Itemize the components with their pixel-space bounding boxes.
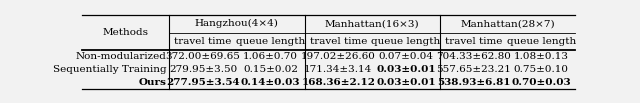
- Text: 1.08±0.13: 1.08±0.13: [514, 52, 569, 61]
- Text: Manhattan(28×7): Manhattan(28×7): [460, 19, 555, 28]
- Text: 538.93±6.81: 538.93±6.81: [437, 78, 510, 87]
- Text: 372.00±69.65: 372.00±69.65: [166, 52, 241, 61]
- Text: Sequentially Training: Sequentially Training: [52, 65, 166, 74]
- Text: 277.95±3.54: 277.95±3.54: [166, 78, 240, 87]
- Text: travel time: travel time: [310, 37, 367, 46]
- Text: queue length: queue length: [236, 37, 305, 46]
- Text: 168.36±2.12: 168.36±2.12: [301, 78, 375, 87]
- Text: 0.70±0.03: 0.70±0.03: [511, 78, 571, 87]
- Text: 0.03±0.01: 0.03±0.01: [376, 78, 436, 87]
- Text: 0.14±0.03: 0.14±0.03: [241, 78, 300, 87]
- Text: 0.03±0.01: 0.03±0.01: [376, 65, 436, 74]
- Text: queue length: queue length: [507, 37, 576, 46]
- Text: 0.75±0.10: 0.75±0.10: [514, 65, 569, 74]
- Text: 197.02±26.60: 197.02±26.60: [301, 52, 376, 61]
- Text: 279.95±3.50: 279.95±3.50: [169, 65, 237, 74]
- Text: 0.07±0.04: 0.07±0.04: [378, 52, 433, 61]
- Text: travel time: travel time: [445, 37, 502, 46]
- Text: 1.06±0.70: 1.06±0.70: [243, 52, 298, 61]
- Text: travel time: travel time: [175, 37, 232, 46]
- Text: Non-modularized: Non-modularized: [76, 52, 166, 61]
- Text: Ours: Ours: [138, 78, 166, 87]
- Text: 0.15±0.02: 0.15±0.02: [243, 65, 298, 74]
- Text: queue length: queue length: [371, 37, 440, 46]
- Text: Methods: Methods: [103, 28, 149, 37]
- Text: 171.34±3.14: 171.34±3.14: [304, 65, 372, 74]
- Text: 557.65±23.21: 557.65±23.21: [436, 65, 511, 74]
- Text: Manhattan(16×3): Manhattan(16×3): [325, 19, 419, 28]
- Text: Hangzhou(4×4): Hangzhou(4×4): [195, 19, 279, 28]
- Text: 704.33±62.80: 704.33±62.80: [436, 52, 511, 61]
